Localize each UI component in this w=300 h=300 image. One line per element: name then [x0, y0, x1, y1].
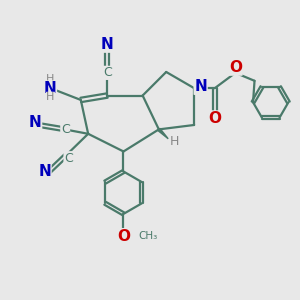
Text: H: H — [46, 74, 55, 84]
Text: C: C — [103, 66, 112, 80]
Text: N: N — [44, 81, 57, 96]
Text: O: O — [229, 60, 242, 75]
Text: O: O — [208, 111, 221, 126]
Text: N: N — [29, 115, 41, 130]
Text: H: H — [46, 92, 55, 102]
Text: N: N — [38, 164, 51, 179]
Text: N: N — [101, 37, 114, 52]
Text: H: H — [169, 135, 179, 148]
Text: C: C — [64, 152, 73, 165]
Text: N: N — [194, 79, 207, 94]
Text: O: O — [117, 229, 130, 244]
Text: C: C — [61, 124, 70, 136]
Polygon shape — [158, 128, 168, 139]
Text: CH₃: CH₃ — [138, 231, 158, 241]
